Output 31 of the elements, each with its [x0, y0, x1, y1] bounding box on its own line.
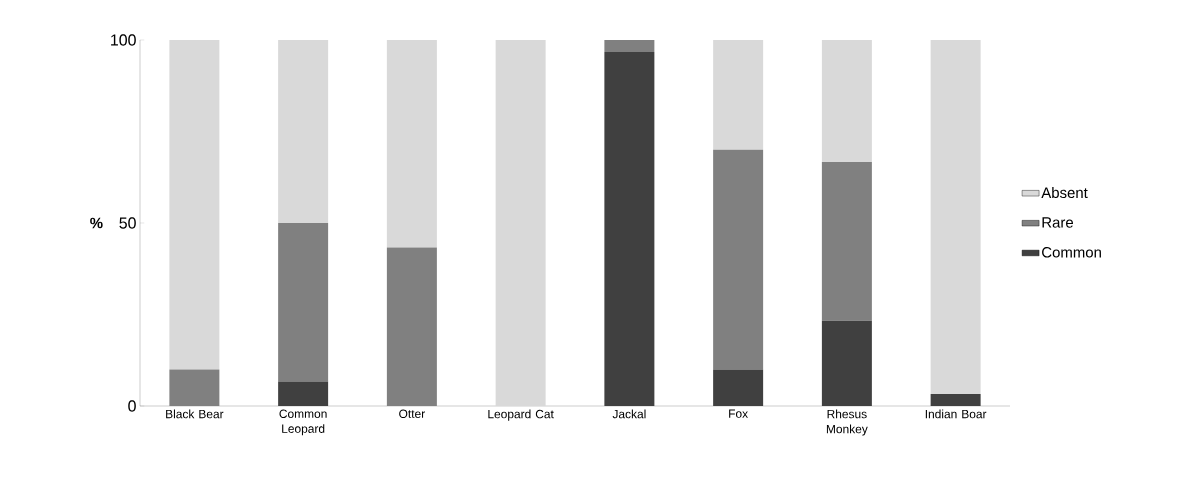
x-tick-label: Common Leopard — [279, 409, 327, 436]
bar — [821, 161, 872, 321]
bar — [713, 40, 764, 150]
bar — [604, 40, 655, 53]
y-tick-label: 50 — [119, 217, 136, 229]
bar — [386, 40, 437, 248]
legend-label: Absent — [1041, 187, 1088, 199]
bar — [713, 369, 764, 406]
x-tick-label: Indian Boar — [925, 409, 987, 419]
bar — [930, 393, 981, 406]
x-tick-label: Rhesus Monkey — [826, 409, 868, 436]
x-tick-label: Otter — [399, 409, 425, 418]
legend-label: Common — [1042, 247, 1101, 258]
bar — [495, 40, 546, 406]
x-tick-label: Black Bear — [166, 409, 224, 419]
bar — [278, 40, 329, 223]
bar — [713, 149, 764, 370]
y-tick-label: 0 — [128, 400, 136, 412]
y-axis-title: % — [90, 217, 103, 229]
x-tick-label: Fox — [729, 409, 748, 418]
bar — [821, 320, 872, 406]
x-tick-label: Leopard Cat — [488, 409, 554, 421]
bar — [278, 381, 329, 406]
x-tick-label: Jackal — [612, 409, 646, 419]
y-tick-label: 100 — [111, 34, 136, 46]
bar — [169, 40, 220, 370]
bar — [278, 223, 329, 382]
bar — [930, 40, 981, 394]
legend-label: Rare — [1042, 217, 1073, 228]
bar — [604, 52, 655, 406]
bar — [821, 40, 872, 162]
